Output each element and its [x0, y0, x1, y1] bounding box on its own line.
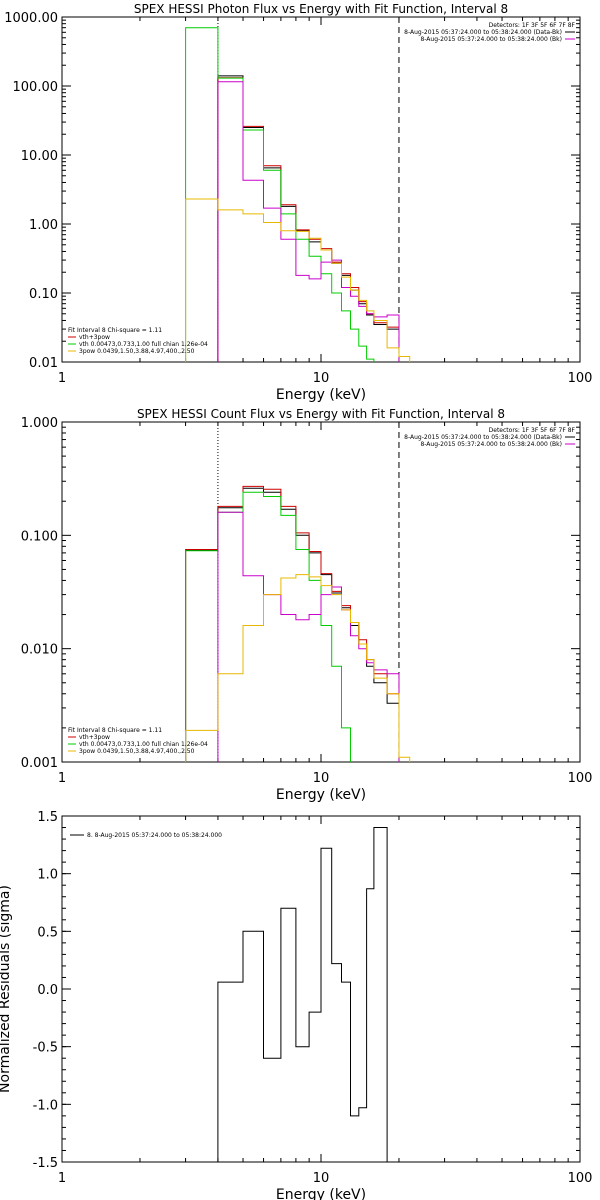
y-tick-label: 1.5 — [37, 810, 58, 825]
legend-entry: Fit Interval 8 Chi-square = 1.11 — [68, 327, 162, 334]
legend-entry: 8-Aug-2015 05:37:24.000 to 05:38:24.000 … — [420, 36, 562, 43]
series-line-3 — [185, 27, 375, 362]
series-line-5 — [185, 574, 411, 762]
y-tick-label: 0.001 — [21, 756, 58, 771]
legend-entry: Detectors: 1F 3F 5F 6F 7F 8F — [489, 427, 576, 434]
x-tick-label: 1 — [58, 1171, 66, 1186]
y-tick-label: 1.000 — [21, 416, 58, 431]
legend-entry: vth 0.00473,0.733,1.00 full chian 1.26e-… — [79, 341, 208, 348]
x-tick-label: 1 — [58, 771, 66, 786]
x-tick-label: 100 — [568, 371, 593, 386]
x-tick-label: 1 — [58, 371, 66, 386]
y-tick-label: -0.5 — [33, 1041, 58, 1056]
legend-entry: Fit Interval 8 Chi-square = 1.11 — [68, 727, 162, 734]
legend-entry: vth+3pow — [79, 734, 110, 741]
series-line-5 — [185, 198, 411, 362]
series-line-1 — [185, 487, 400, 762]
legend-entry: vth+3pow — [79, 334, 110, 341]
y-axis-label: Normalized Residuals (sigma) — [0, 885, 13, 1093]
y-tick-label: -1.5 — [33, 1156, 58, 1171]
series-line-2 — [217, 77, 400, 362]
legend-entry: Detectors: 1F 3F 5F 6F 7F 8F — [489, 22, 576, 29]
y-tick-label: 0.0 — [37, 983, 58, 998]
x-axis-label: Energy (keV) — [276, 1187, 366, 1200]
legend-entry: 3pow 0.0439,1.50,3.88,4.97,400.,2.50 — [79, 348, 195, 355]
y-tick-label: 1000.00 — [4, 11, 58, 26]
legend-entry: vth 0.00473,0.733,1.00 full chian 1.26e-… — [79, 741, 208, 748]
legend-entry: 3pow 0.0439,1.50,3.88,4.97,400.,2.50 — [79, 748, 195, 755]
series-line-4 — [217, 81, 400, 362]
panel-3 — [61, 815, 581, 1163]
y-tick-label: -1.0 — [33, 1098, 58, 1113]
series-line-1 — [217, 827, 388, 1162]
legend-entry: 8-Aug-2015 05:37:24.000 to 05:38:24.000 … — [404, 29, 562, 36]
series-line-1 — [217, 75, 400, 362]
x-tick-label: 10 — [313, 371, 330, 386]
legend-entry: 8-Aug-2015 05:37:24.000 to 05:38:24.000 … — [420, 441, 562, 448]
plot-frame — [61, 16, 581, 363]
legend-entry: 8. 8-Aug-2015 05:37:24.000 to 05:38:24.0… — [87, 832, 222, 839]
chart-title: SPEX HESSI Count Flux vs Energy with Fit… — [137, 407, 505, 421]
panel-1 — [61, 16, 581, 363]
y-tick-label: 0.5 — [37, 925, 58, 940]
series-line-3 — [185, 491, 351, 762]
y-tick-label: 10.00 — [21, 149, 58, 164]
chart-title: SPEX HESSI Photon Flux vs Energy with Fi… — [134, 2, 508, 16]
x-tick-label: 100 — [568, 771, 593, 786]
y-tick-label: 0.10 — [29, 287, 58, 302]
panel-2 — [61, 421, 581, 763]
x-tick-label: 10 — [313, 1171, 330, 1186]
x-axis-label: Energy (keV) — [276, 787, 366, 803]
x-tick-label: 10 — [313, 771, 330, 786]
y-tick-label: 100.00 — [13, 80, 59, 95]
y-tick-label: 0.01 — [29, 356, 58, 371]
legend-entry: 8-Aug-2015 05:37:24.000 to 05:38:24.000 … — [404, 434, 562, 441]
y-tick-label: 0.010 — [21, 643, 58, 658]
y-tick-label: 0.100 — [21, 529, 58, 544]
y-tick-label: 1.00 — [29, 218, 58, 233]
x-axis-label: Energy (keV) — [276, 387, 366, 403]
x-tick-label: 100 — [568, 1171, 593, 1186]
y-tick-label: 1.0 — [37, 868, 58, 883]
